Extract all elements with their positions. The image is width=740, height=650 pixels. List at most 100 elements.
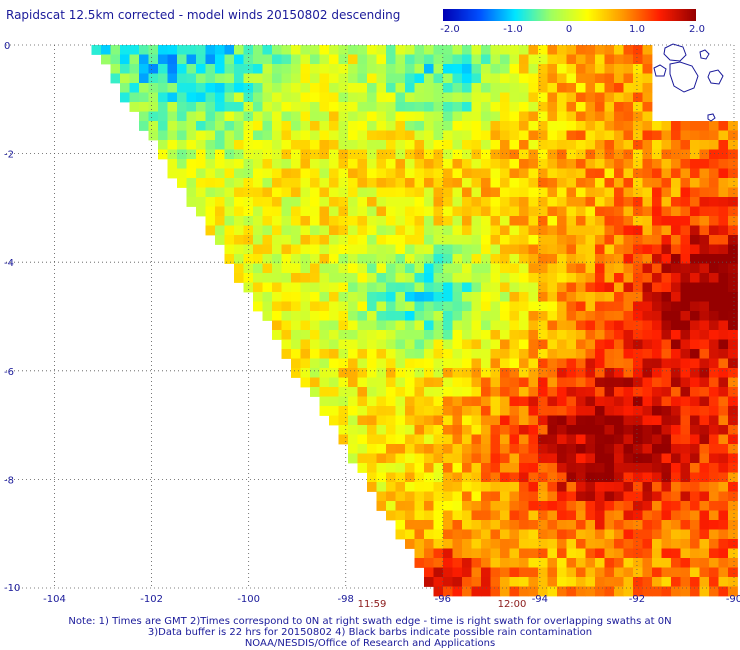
swath-pixel <box>509 178 520 188</box>
colorbar-tick: 1.0 <box>629 24 645 35</box>
swath-pixel <box>652 159 662 169</box>
swath-pixel <box>433 187 444 198</box>
swath-pixel <box>205 140 216 150</box>
swath-pixel <box>652 320 662 331</box>
swath-pixel <box>528 339 539 350</box>
swath-pixel <box>538 73 548 84</box>
swath-pixel <box>272 111 282 122</box>
swath-pixel <box>519 377 529 388</box>
swath-pixel <box>671 463 681 473</box>
swath-pixel <box>310 73 320 84</box>
swath-pixel <box>566 216 577 226</box>
swath-pixel <box>272 197 282 207</box>
swath-pixel <box>357 121 368 131</box>
swath-pixel <box>405 472 415 483</box>
swath-pixel <box>319 273 330 283</box>
swath-pixel <box>728 225 738 236</box>
swath-pixel <box>690 558 700 568</box>
swath-pixel <box>500 102 510 112</box>
swath-pixel <box>642 396 653 407</box>
swath-pixel <box>699 510 710 521</box>
swath-pixel <box>481 187 491 198</box>
swath-pixel <box>234 159 244 169</box>
swath-pixel <box>642 529 653 540</box>
swath-pixel <box>433 396 444 407</box>
swath-pixel <box>481 54 491 65</box>
swath-pixel <box>452 45 463 55</box>
swath-pixel <box>272 244 282 255</box>
swath-pixel <box>348 273 358 283</box>
swath-pixel <box>462 83 472 93</box>
swath-pixel <box>585 244 596 255</box>
swath-pixel <box>595 434 605 445</box>
swath-pixel <box>547 529 558 540</box>
swath-pixel <box>443 263 453 274</box>
swath-pixel <box>367 415 377 426</box>
swath-pixel <box>604 159 615 169</box>
swath-pixel <box>566 301 577 312</box>
swath-pixel <box>253 121 263 131</box>
swath-pixel <box>234 206 244 217</box>
swath-pixel <box>576 577 586 587</box>
swath-pixel <box>623 282 634 293</box>
swath-pixel <box>519 121 529 131</box>
swath-pixel <box>528 491 539 502</box>
swath-pixel <box>576 567 586 578</box>
swath-pixel <box>405 140 415 150</box>
swath-pixel <box>661 206 672 217</box>
swath-pixel <box>509 111 520 122</box>
swath-pixel <box>652 396 662 407</box>
swath-pixel <box>395 406 406 416</box>
swath-pixel <box>414 83 425 93</box>
swath-pixel <box>262 206 273 217</box>
swath-pixel <box>633 263 643 274</box>
swath-pixel <box>699 320 710 331</box>
swath-pixel <box>310 263 320 274</box>
swath-pixel <box>509 387 520 397</box>
swath-pixel <box>699 368 710 378</box>
swath-pixel <box>471 406 482 416</box>
swath-pixel <box>661 444 672 454</box>
swath-pixel <box>405 273 415 283</box>
swath-pixel <box>205 159 216 169</box>
swath-pixel <box>462 140 472 150</box>
swath-pixel <box>338 273 349 283</box>
swath-pixel <box>671 330 681 340</box>
swath-pixel <box>272 73 282 84</box>
swath-pixel <box>262 140 273 150</box>
swath-pixel <box>671 387 681 397</box>
swath-pixel <box>262 102 273 112</box>
swath-pixel <box>718 548 729 559</box>
swath-pixel <box>405 453 415 464</box>
swath-pixel <box>604 463 615 473</box>
swath-pixel <box>509 263 520 274</box>
swath-pixel <box>633 472 643 483</box>
swath-pixel <box>500 92 510 103</box>
swath-pixel <box>395 140 406 150</box>
swath-pixel <box>291 111 301 122</box>
swath-pixel <box>528 577 539 587</box>
swath-pixel <box>661 453 672 464</box>
swath-pixel <box>148 121 159 131</box>
swath-pixel <box>500 529 510 540</box>
swath-pixel <box>215 225 225 236</box>
swath-pixel <box>671 415 681 426</box>
swath-pixel <box>376 358 387 369</box>
swath-pixel <box>462 425 472 435</box>
swath-pixel <box>709 121 719 131</box>
swath-pixel <box>500 548 510 559</box>
swath-pixel <box>680 387 691 397</box>
swath-pixel <box>623 130 634 141</box>
swath-pixel <box>585 339 596 350</box>
swath-pixel <box>490 567 501 578</box>
swath-pixel <box>329 216 339 226</box>
swath-pixel <box>576 83 586 93</box>
swath-pixel <box>642 140 653 150</box>
swath-pixel <box>329 358 339 369</box>
swath-pixel <box>376 311 387 321</box>
swath-pixel <box>576 539 586 549</box>
swath-pixel <box>547 539 558 549</box>
swath-pixel <box>519 539 529 549</box>
swath-pixel <box>462 406 472 416</box>
swath-pixel <box>471 178 482 188</box>
